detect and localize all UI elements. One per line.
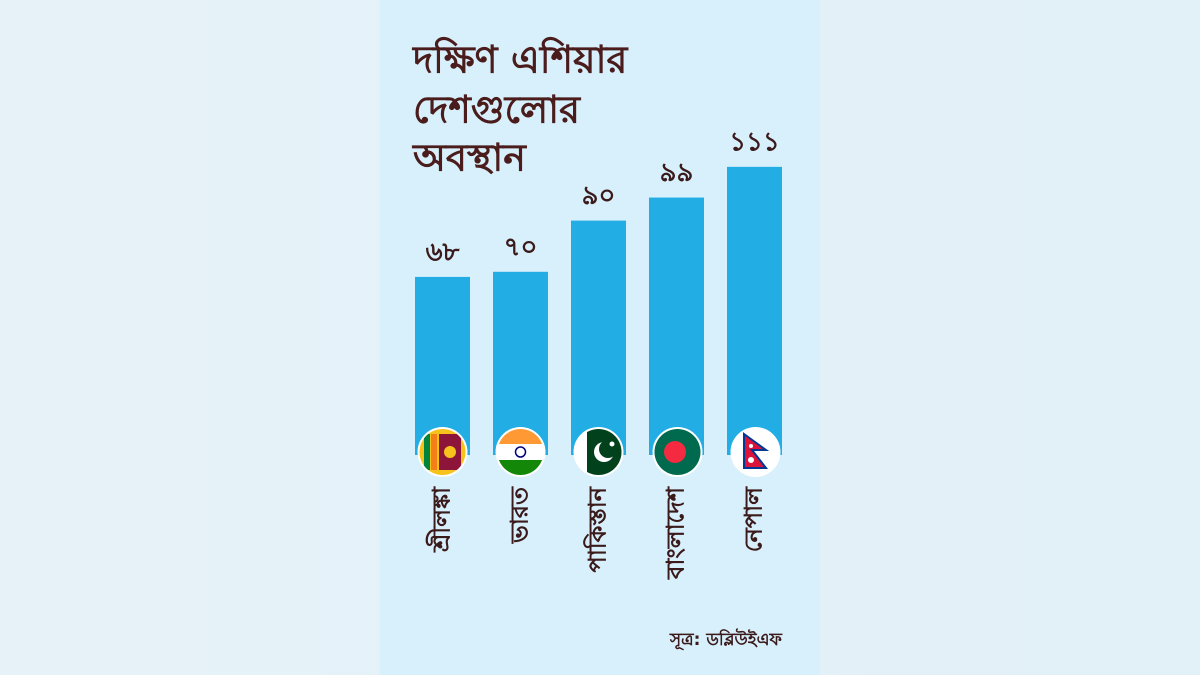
category-label: বাংলাদেশ <box>662 486 690 580</box>
bar <box>493 271 548 455</box>
value-label: ৭০ <box>504 232 538 262</box>
category-label: নেপাল <box>740 486 768 552</box>
flag-bangladesh <box>652 427 703 477</box>
flag-india <box>495 427 546 477</box>
value-label: ৯৯ <box>660 158 694 188</box>
bar <box>727 166 782 455</box>
category-label: ভারত <box>506 486 534 544</box>
bar <box>649 197 704 455</box>
bars <box>415 166 782 455</box>
flag-sri-lanka <box>417 427 468 477</box>
flags <box>417 427 781 477</box>
chart-title: অবস্থান <box>411 136 527 180</box>
value-label: ৯০ <box>582 181 616 211</box>
category-label: পাকিস্তান <box>583 485 612 572</box>
value-label: ১১১ <box>729 127 780 157</box>
source: সূত্র: ডব্লিউইএফ <box>669 628 783 651</box>
bar <box>415 276 470 455</box>
bar <box>571 220 626 455</box>
chart-title: দক্ষিণ এশিয়ার <box>411 37 628 82</box>
flag-pakistan <box>573 427 624 477</box>
chart-title: দেশগুলোর <box>413 88 581 132</box>
value-label: ৬৮ <box>426 237 461 267</box>
category-label: শ্রীলঙ্কা <box>426 486 456 553</box>
flag-nepal <box>730 427 781 477</box>
